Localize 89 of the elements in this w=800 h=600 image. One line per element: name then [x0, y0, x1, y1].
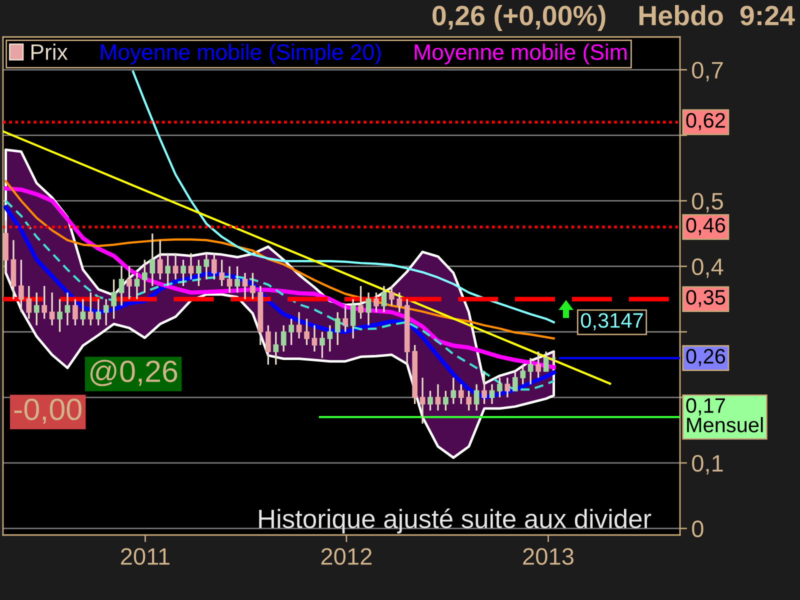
- candlestick: [49, 292, 55, 326]
- candlestick: [435, 383, 441, 412]
- candlestick: [312, 324, 318, 352]
- candlestick: [211, 252, 217, 280]
- candlestick: [142, 258, 148, 294]
- candlestick: [304, 318, 310, 346]
- candlestick: [150, 232, 156, 287]
- ref-line-label: 0,62: [686, 113, 725, 130]
- line-series: [132, 70, 555, 324]
- candlestick: [466, 390, 472, 412]
- candlestick: [512, 370, 518, 392]
- text: Moyenne mobile (Simple 20): [100, 44, 381, 64]
- candlestick: [520, 364, 526, 386]
- candlestick: [172, 252, 178, 280]
- candlestick: [381, 285, 387, 314]
- candlestick: [334, 311, 340, 346]
- candlestick: [497, 376, 502, 398]
- candlestick: [280, 324, 286, 352]
- y-tick-label: 0,7: [692, 62, 723, 82]
- candlestick: [327, 324, 333, 352]
- candlestick: [536, 350, 541, 379]
- candlestick: [234, 266, 240, 294]
- y-tick-label: 0,5: [692, 192, 723, 212]
- x-tick-label: 2013: [523, 548, 574, 565]
- candlestick: [188, 252, 194, 280]
- candlestick: [350, 298, 356, 340]
- candlestick: [103, 298, 109, 326]
- candlestick: [474, 383, 480, 412]
- candlestick: [242, 272, 248, 300]
- candlestick: [489, 383, 495, 405]
- candlestick: [134, 272, 140, 300]
- y-tick-label: 0,4: [692, 258, 724, 278]
- line-series: [4, 180, 555, 340]
- candlestick: [320, 331, 325, 359]
- candlestick: [420, 376, 426, 424]
- candlestick: [165, 252, 171, 287]
- candlestick: [388, 285, 394, 306]
- candlestick: [458, 383, 464, 405]
- candlestick: [96, 298, 102, 326]
- legend-label: Prix: [31, 44, 68, 60]
- y-tick-label: 0: [692, 520, 704, 538]
- candlestick: [196, 258, 202, 287]
- candlestick: [219, 258, 225, 287]
- candlestick: [80, 298, 86, 326]
- text: Moyenne mobile (Sim: [414, 44, 626, 64]
- annotation: Historique ajusté suite aux divider: [259, 508, 652, 534]
- candlestick: [18, 258, 24, 314]
- candlestick: [180, 258, 186, 287]
- candlestick: [57, 298, 62, 333]
- candlestick: [111, 278, 116, 320]
- candlestick: [296, 311, 302, 340]
- candlestick: [72, 298, 78, 326]
- data-label: 0,3147: [580, 313, 643, 330]
- candlestick: [374, 292, 379, 314]
- ref-line-label: 0,35: [686, 290, 726, 308]
- ref-line-label: 0,46: [686, 218, 726, 236]
- x-tick-label: 2012: [321, 548, 372, 565]
- candlestick: [126, 266, 132, 300]
- candlestick: [396, 292, 402, 314]
- candlestick: [450, 376, 456, 405]
- annotation: -0,00: [14, 398, 82, 424]
- candlestick: [64, 292, 70, 326]
- candlestick: [250, 272, 256, 300]
- x-tick-label: 2011: [121, 548, 170, 565]
- candlestick: [42, 285, 48, 320]
- candlestick: [226, 266, 232, 294]
- candlestick: [358, 285, 364, 320]
- candlestick: [26, 285, 32, 320]
- candlestick: [288, 318, 294, 346]
- candlestick: [34, 292, 40, 326]
- candlestick: [528, 357, 534, 386]
- data-label: 0,26: [686, 348, 726, 366]
- candlestick: [273, 331, 279, 366]
- candlestick: [118, 266, 124, 306]
- y-tick-label: 0,1: [692, 454, 723, 474]
- candlestick: [366, 292, 372, 326]
- candlestick: [266, 324, 271, 366]
- candlestick: [443, 390, 448, 412]
- candlestick: [482, 370, 487, 405]
- candlestick: [204, 252, 210, 280]
- annotation: @0,26: [90, 360, 178, 386]
- candlestick: [504, 376, 510, 398]
- candlestick: [88, 292, 94, 326]
- data-label: 0,17 Mensuel: [686, 398, 763, 432]
- candlestick: [342, 304, 348, 333]
- candlestick: [428, 390, 433, 412]
- chart-title: 0,26 (+0,00%) Hebdo 9:24: [432, 5, 795, 31]
- candlestick: [543, 350, 549, 372]
- candlestick: [157, 239, 163, 280]
